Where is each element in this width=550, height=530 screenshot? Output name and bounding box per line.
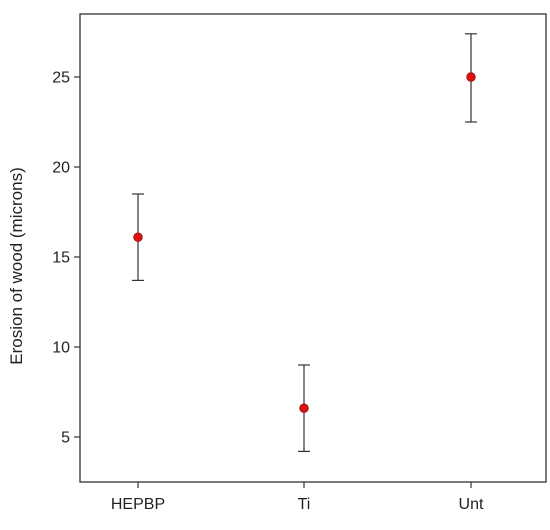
x-tick-label: Unt bbox=[459, 496, 484, 513]
x-tick-label: Ti bbox=[298, 496, 311, 513]
y-tick-label: 15 bbox=[52, 250, 70, 267]
y-tick-label: 20 bbox=[52, 160, 70, 177]
y-tick-label: 10 bbox=[52, 340, 70, 357]
x-tick-label: HEPBP bbox=[111, 496, 165, 513]
y-axis-label: Erosion of wood (microns) bbox=[7, 167, 26, 364]
error-bars-layer bbox=[132, 33, 477, 452]
y-tick-label: 25 bbox=[52, 70, 70, 87]
data-point bbox=[466, 72, 476, 82]
y-ticks-layer: 5 10 15 20 25 bbox=[52, 70, 80, 447]
data-points-layer bbox=[133, 72, 476, 413]
data-point bbox=[299, 403, 309, 413]
data-point bbox=[133, 232, 143, 242]
plot-frame-layer bbox=[79, 13, 547, 483]
x-ticks-layer: HEPBP Ti Unt bbox=[111, 482, 484, 513]
plot-frame bbox=[79, 13, 547, 483]
y-tick-label: 5 bbox=[61, 430, 70, 447]
